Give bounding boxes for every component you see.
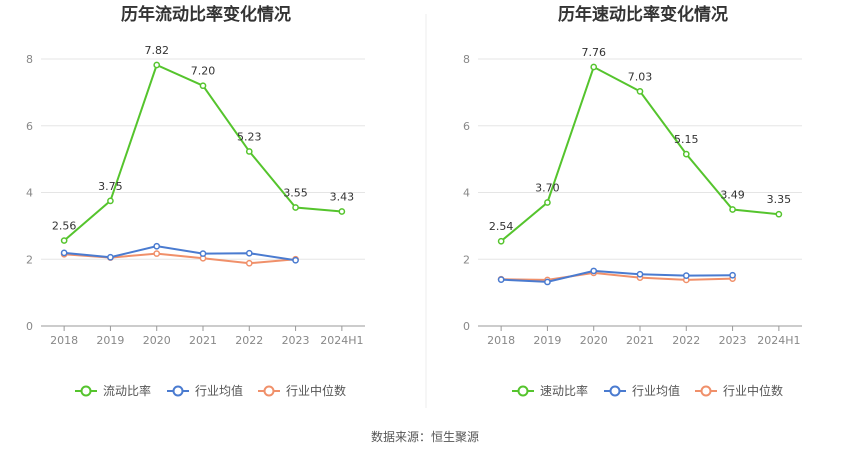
data-point	[153, 242, 161, 250]
legend-swatch-marker	[172, 385, 184, 397]
x-tick-label: 2020	[143, 334, 171, 347]
legend-label: 速动比率	[540, 383, 588, 398]
x-tick-label: 2018	[50, 334, 78, 347]
chart-title: 历年流动比率变化情况	[121, 4, 291, 25]
x-tick-label: 2023	[719, 334, 747, 347]
y-tick-label: 0	[26, 320, 33, 333]
data-point	[245, 249, 253, 257]
y-tick-label: 0	[463, 320, 470, 333]
data-point	[682, 150, 690, 158]
y-tick-label: 4	[463, 187, 470, 200]
data-label: 5.23	[237, 130, 262, 143]
x-tick-label: 2021	[626, 334, 654, 347]
data-point	[544, 278, 551, 286]
x-tick-label: 2020	[580, 334, 608, 347]
x-tick-label: 2022	[235, 334, 263, 347]
data-point	[199, 250, 207, 257]
series-line-2	[64, 245, 296, 262]
data-label: 7.82	[144, 44, 169, 57]
legend-swatch-marker	[609, 385, 621, 397]
legend-item-2: 行业均值	[167, 383, 243, 398]
x-tick-label: 2019	[96, 334, 124, 347]
data-source-note: 数据来源：恒生聚源	[370, 430, 479, 444]
data-point	[153, 250, 161, 257]
data-point	[775, 210, 783, 218]
data-point	[60, 237, 68, 244]
legend-item-1: 速动比率	[512, 383, 588, 398]
legend-label: 行业中位数	[286, 383, 346, 398]
legend-label: 行业均值	[632, 383, 680, 398]
data-point	[590, 267, 598, 275]
data-point	[292, 256, 299, 264]
data-label: 3.43	[330, 191, 355, 204]
y-tick-label: 2	[26, 253, 33, 266]
data-point	[497, 276, 505, 283]
x-tick-label: 2022	[672, 334, 700, 347]
series-line-3	[501, 271, 733, 281]
data-point	[729, 206, 736, 213]
data-label: 3.35	[767, 193, 792, 206]
data-point	[636, 270, 644, 278]
data-point	[682, 272, 690, 279]
chart-panel-2: 历年速动比率变化情况 0 2 4 6 8 2018 2019 2020 2021 2022 2023 2…	[463, 4, 802, 398]
legend-item-3: 行业中位数	[258, 383, 346, 398]
data-label: 2.56	[52, 220, 77, 233]
y-tick-label: 6	[26, 120, 33, 133]
legend-swatch-marker	[517, 385, 529, 397]
x-tick-label: 2024H1	[757, 334, 800, 347]
data-label: 5.15	[674, 133, 699, 146]
data-point	[245, 148, 253, 155]
x-tick-label: 2018	[487, 334, 515, 347]
data-point	[292, 204, 299, 211]
x-tick-label: 2024H1	[320, 334, 363, 347]
legend-swatch-marker	[700, 385, 712, 397]
legend-label: 行业均值	[195, 383, 243, 398]
y-tick-label: 2	[463, 253, 470, 266]
data-label: 7.20	[191, 65, 216, 78]
y-tick-label: 4	[26, 187, 33, 200]
data-label: 7.03	[628, 70, 653, 83]
data-point	[338, 208, 346, 215]
legend-item-3: 行业中位数	[695, 383, 783, 398]
chart-title: 历年速动比率变化情况	[558, 4, 728, 25]
data-label: 3.49	[720, 189, 745, 202]
legend-item-2: 行业均值	[604, 383, 680, 398]
x-tick-label: 2023	[282, 334, 310, 347]
x-tick-label: 2019	[533, 334, 561, 347]
data-point	[107, 197, 114, 205]
legend-label: 流动比率	[103, 383, 151, 398]
data-point	[199, 82, 207, 90]
data-label: 3.55	[283, 187, 308, 200]
y-tick-label: 8	[463, 53, 470, 66]
chart-panel-1: 历年流动比率变化情况 0 2 4 6 8 2018 2019 2020 2021 2022 2023 2…	[26, 4, 365, 398]
data-point	[544, 199, 551, 206]
data-point	[107, 253, 114, 261]
data-point	[729, 271, 736, 279]
data-label: 3.75	[98, 180, 123, 193]
data-point	[153, 61, 161, 69]
legend-swatch-marker	[263, 385, 275, 397]
legend-item-1: 流动比率	[75, 383, 151, 398]
data-point	[60, 249, 68, 257]
data-point	[636, 88, 644, 95]
series-line-1	[63, 63, 342, 242]
data-label: 3.70	[535, 182, 560, 195]
y-tick-label: 6	[463, 120, 470, 133]
data-point	[497, 237, 505, 245]
x-tick-label: 2021	[189, 334, 217, 347]
y-tick-label: 8	[26, 53, 33, 66]
data-label: 7.76	[581, 46, 606, 59]
legend-swatch-marker	[80, 385, 92, 397]
data-point	[590, 63, 598, 71]
data-point	[245, 259, 253, 267]
data-label: 2.54	[489, 220, 514, 233]
legend-label: 行业中位数	[723, 383, 783, 398]
series-line-2	[501, 269, 733, 283]
